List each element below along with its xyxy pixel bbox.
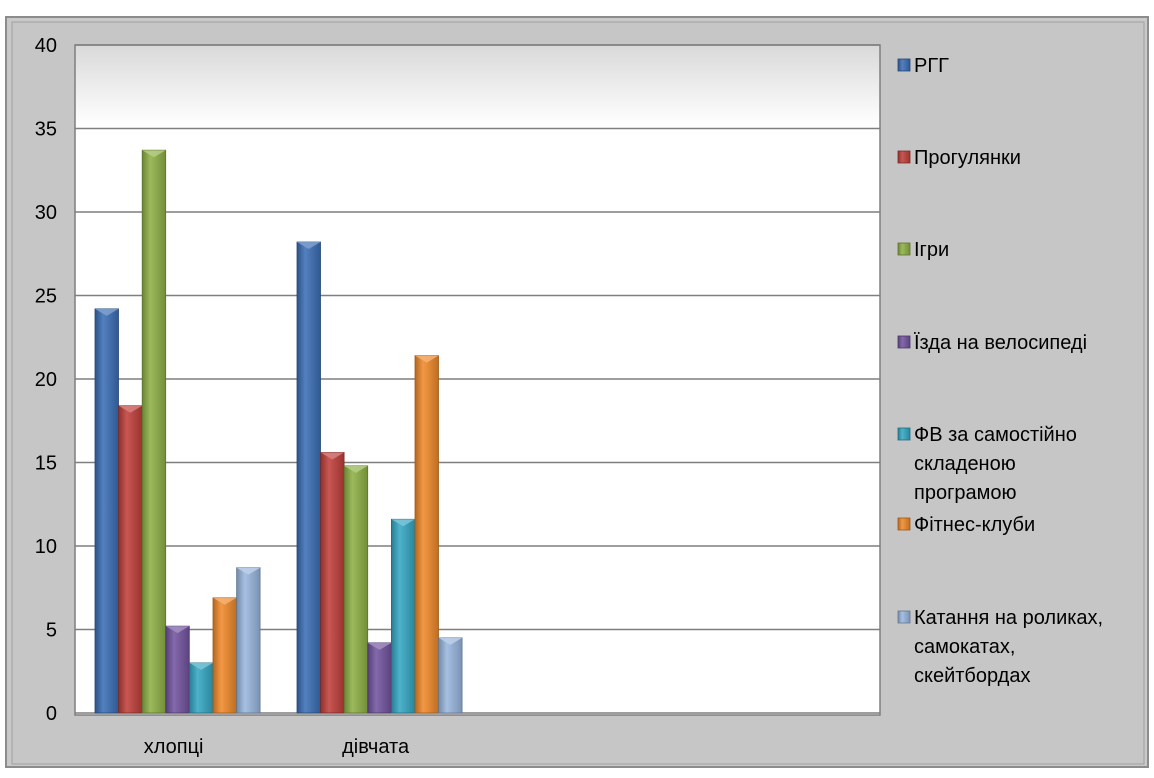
bar [367, 642, 392, 714]
bar [343, 465, 369, 714]
legend-swatch [897, 242, 911, 256]
bar-cap [391, 519, 415, 527]
y-tick-label: 5 [46, 620, 57, 642]
bar [438, 637, 463, 714]
bar-body [165, 625, 190, 714]
y-tick-label: 15 [35, 453, 57, 475]
legend-entry: Їзда на велосипеді [897, 332, 1087, 354]
legend-swatch [897, 610, 911, 624]
bar-body [414, 355, 439, 714]
bar-body [390, 518, 416, 714]
legend-swatch [897, 335, 911, 349]
legend-label: складеною [914, 453, 1016, 475]
bar-cap [297, 242, 321, 250]
legend-swatch [897, 427, 911, 441]
legend-entry: Катання на роликах, самокатах, скейтбордах [897, 607, 1103, 687]
bar-cap [367, 642, 392, 650]
bar-cap [236, 567, 261, 575]
y-tick-label: 25 [35, 286, 57, 308]
bar-cap [415, 355, 439, 363]
legend-entry: ФВ за самостійно складеною програмою [897, 424, 1077, 504]
bar-body [438, 637, 463, 714]
legend-label: ФВ за самостійно [914, 424, 1077, 446]
bar [165, 625, 190, 714]
legend-label: скейтбордах [914, 665, 1030, 687]
bar-cap [118, 405, 143, 413]
bar [236, 567, 261, 714]
legend-entry: Фітнес-клуби [897, 514, 1035, 536]
bar-body [188, 662, 214, 714]
x-tick-label: дівчата [342, 736, 410, 758]
plot-area [74, 44, 881, 716]
bar [212, 597, 237, 714]
bar-cap [438, 637, 463, 645]
bar-cap [213, 597, 237, 605]
bar [390, 518, 416, 714]
x-tick-label: хлопці [144, 736, 204, 758]
bar-body [320, 452, 345, 714]
bar-cap [95, 308, 119, 316]
x-axis-labels: хлопці дівчата [144, 736, 410, 758]
bar-body [343, 465, 369, 714]
legend-label: програмою [914, 482, 1017, 504]
legend-label: Прогулянки [914, 147, 1021, 169]
y-tick-label: 35 [35, 119, 57, 141]
legend-label: РГГ [914, 55, 949, 77]
y-tick-label: 30 [35, 202, 57, 224]
bar [414, 355, 439, 714]
bar-body [118, 405, 143, 714]
bar [188, 662, 214, 714]
bar-cap [165, 626, 190, 634]
bar-body [367, 642, 392, 714]
legend-entry: Прогулянки [897, 147, 1021, 169]
legend-label: Їзда на велосипеді [914, 332, 1087, 354]
bar-cap [142, 150, 166, 158]
legend-swatch [897, 58, 911, 72]
bar [141, 149, 167, 714]
y-tick-label: 10 [35, 536, 57, 558]
bar-cap [320, 452, 345, 460]
legend-entry: РГГ [897, 55, 949, 77]
legend-swatch [897, 150, 911, 164]
bar [118, 405, 143, 714]
y-tick-label: 20 [35, 369, 57, 391]
y-tick-label: 40 [35, 35, 57, 57]
legend-label: Ігри [914, 239, 949, 261]
bar-cap [344, 465, 368, 473]
legend-label: Катання на роликах, [914, 607, 1103, 629]
bars [94, 149, 463, 714]
bar-body [212, 597, 237, 714]
bar-body [236, 567, 261, 714]
bar [296, 241, 321, 714]
legend-label: самокатах, [914, 636, 1015, 658]
y-axis-ticks: 0 5 10 15 20 25 30 35 40 [35, 35, 57, 725]
bar-cap [189, 662, 213, 670]
bar-body [94, 308, 119, 714]
bar [94, 308, 119, 714]
legend-swatch [897, 517, 911, 531]
bar [320, 452, 345, 714]
bar-body [296, 241, 321, 714]
legend: РГГ Прогулянки Ігри Їзда на велосипеді ФВ за… [897, 55, 1103, 687]
bar-body [141, 149, 167, 714]
legend-entry: Ігри [897, 239, 949, 261]
y-tick-label: 0 [46, 703, 57, 725]
gridlines [75, 44, 880, 714]
legend-label: Фітнес-клуби [914, 514, 1035, 536]
